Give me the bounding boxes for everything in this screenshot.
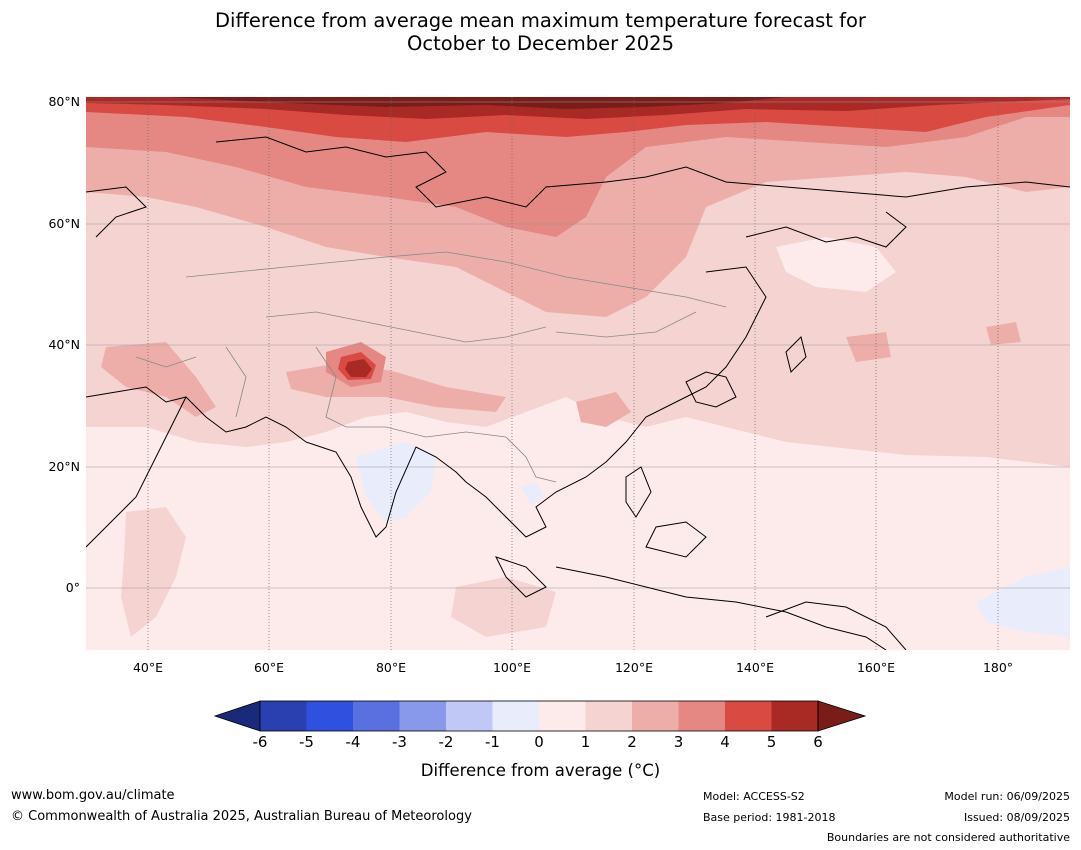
footer-model: Model: ACCESS-S2 — [703, 790, 805, 803]
colorbar-tick-label: 1 — [580, 733, 591, 751]
footer-base-period: Base period: 1981-2018 — [703, 811, 836, 824]
colorbar-tick-label: -5 — [299, 733, 314, 751]
lon-label-40e: 40°E — [132, 660, 164, 675]
colorbar-segment-m4_m3 — [353, 701, 400, 731]
anomaly-patch-neg-india — [356, 442, 436, 522]
colorbar-extend-max — [817, 700, 867, 732]
colorbar-tick-label: 3 — [673, 733, 684, 751]
lat-label-40n: 40°N — [48, 337, 80, 352]
coastlines — [86, 136, 1070, 650]
colorbar — [213, 700, 867, 734]
colorbar-segment-p2_3 — [632, 701, 679, 731]
colorbar-segment-m2_m1 — [446, 701, 493, 731]
anomaly-patch-2-3-japan — [846, 332, 891, 362]
map-svg — [86, 97, 1070, 650]
colorbar-frame — [259, 700, 819, 732]
colorbar-svg — [213, 700, 867, 732]
anomaly-patch-low-siberia — [776, 237, 896, 292]
anomaly-patch-2-3-china — [576, 392, 631, 427]
colorbar-tick-label: 0 — [534, 733, 544, 751]
colorbar-segment-p3_4 — [678, 701, 725, 731]
colorbar-tick-label: 6 — [813, 733, 823, 751]
colorbar-segment-m6_m5 — [260, 701, 307, 731]
lat-label-60n: 60°N — [48, 216, 80, 231]
lon-label-120e: 120°E — [614, 660, 653, 675]
anomaly-patch-5-6-pamir — [345, 359, 372, 377]
colorbar-tick-label: 5 — [766, 733, 777, 751]
title-line-1: Difference from average mean maximum tem… — [215, 9, 866, 32]
anomaly-band-above-6 — [166, 97, 786, 109]
colorbar-tick-label: 2 — [627, 733, 637, 751]
anomaly-patch-1-2-indonesia — [451, 577, 556, 637]
footer-website[interactable]: www.bom.gov.au/climate — [11, 788, 175, 803]
lat-label-20n: 20°N — [48, 459, 80, 474]
lon-label-180: 180° — [982, 660, 1014, 675]
colorbar-segment-p5_6 — [771, 701, 818, 731]
colorbar-segment-m5_m4 — [306, 701, 353, 731]
anomaly-patch-2-3-pacific — [986, 322, 1021, 345]
longitude-gridlines — [147, 97, 999, 650]
chart-title: Difference from average mean maximum tem… — [0, 9, 1081, 55]
lon-label-140e: 140°E — [735, 660, 774, 675]
colorbar-segment-p1_2 — [585, 701, 632, 731]
country-borders — [135, 251, 727, 483]
footer-copyright: © Commonwealth of Australia 2025, Austra… — [11, 809, 472, 824]
title-line-2: October to December 2025 — [407, 32, 674, 55]
footer-model-run: Model run: 06/09/2025 — [944, 790, 1070, 803]
anomaly-patch-1-2-arabia — [121, 507, 186, 637]
colorbar-extend-min — [213, 700, 261, 732]
lon-label-100e: 100°E — [492, 660, 531, 675]
footer-disclaimer: Boundaries are not considered authoritat… — [826, 831, 1070, 844]
footer-issued: Issued: 08/09/2025 — [963, 811, 1070, 824]
colorbar-tick-label: -3 — [392, 733, 407, 751]
colorbar-segment-m3_m2 — [399, 701, 446, 731]
lon-label-160e: 160°E — [856, 660, 895, 675]
colorbar-segment-p0_1 — [539, 701, 586, 731]
colorbar-tick-label: -4 — [345, 733, 361, 751]
lat-label-80n: 80°N — [48, 94, 80, 109]
lon-label-80e: 80°E — [375, 660, 407, 675]
lat-label-0: 0° — [65, 580, 80, 595]
colorbar-tick-label: 4 — [720, 733, 730, 751]
lon-label-60e: 60°E — [253, 660, 285, 675]
colorbar-segment-m1_0 — [492, 701, 539, 731]
colorbar-tick-label: -2 — [438, 733, 454, 751]
colorbar-tick-label: -1 — [485, 733, 500, 751]
colorbar-label: Difference from average (°C) — [420, 761, 661, 780]
colorbar-segment-p4_5 — [725, 701, 772, 731]
anomaly-patch-neg-indochina — [521, 482, 544, 505]
colorbar-tick-label: -6 — [252, 733, 268, 751]
anomaly-patch-neg-pacific — [976, 567, 1070, 637]
forecast-map — [86, 97, 1070, 650]
latitude-gridlines — [86, 101, 1070, 589]
